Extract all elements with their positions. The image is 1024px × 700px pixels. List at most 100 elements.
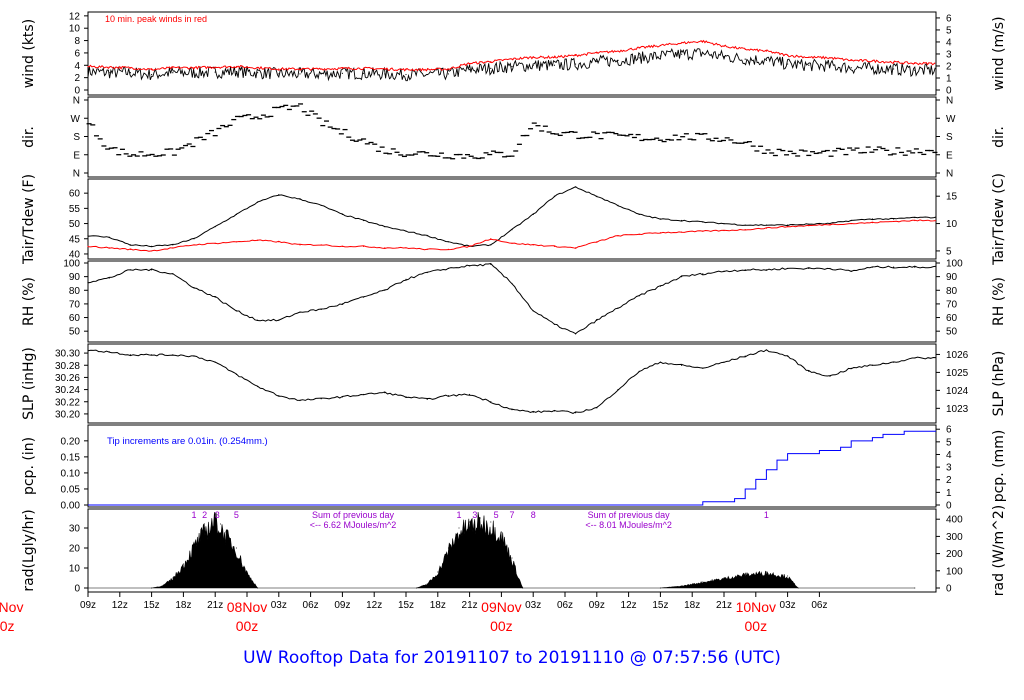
point-wind-1 [808,56,810,58]
point-rh-0 [659,285,662,287]
radiation-area [88,511,915,589]
point-wind-1 [235,65,237,68]
panel-wind-tick-label-left: 4 [74,61,80,72]
point-wind-0 [553,64,556,66]
x-tick-label: 21z [716,600,732,611]
point-temp-1 [871,222,874,224]
point-temp-1 [257,239,259,241]
point-temp-0 [426,235,428,237]
panel-rh-ylabel-right: RH (%) [991,277,1007,326]
point-wind-0 [723,56,725,58]
point-rh-0 [681,276,683,278]
point-temp-1 [108,247,110,249]
radiation-point [511,557,513,559]
point-rh-0 [893,266,895,268]
point-wind-0 [765,59,768,61]
point-wind-0 [511,65,513,68]
point-slp-0 [617,388,619,391]
point-rh-0 [638,295,640,297]
panel-rh-tick-label-right: 70 [946,299,958,310]
dir-tick-label-right: N [946,96,953,107]
point-temp-1 [129,248,131,250]
point-slp-0 [596,407,598,409]
panel-wind-tick-label-right: 6 [946,13,952,24]
point-temp-1 [363,245,365,247]
point-temp-1 [638,233,640,235]
point-wind-0 [129,72,131,74]
point-rh-0 [511,282,513,285]
point-rh-0 [129,269,131,271]
x-day-label: 07Nov [0,599,23,615]
point-wind-1 [193,67,195,69]
point-wind-1 [320,68,322,70]
panel-rad-tick-label-right: 400 [946,515,963,526]
point-wind-1 [638,47,640,49]
point-wind-1 [787,54,789,56]
x-day-label: 09Nov [481,599,521,615]
point-wind-1 [363,67,365,69]
radiation-point [193,543,195,545]
radiation-annotation: <-- 6.62 MJoules/m^2 [310,520,397,530]
x-day-hour-label: 00z [236,618,259,634]
point-rh-0 [532,310,534,312]
panel-pcp-tick-label-right: 0 [946,501,952,512]
x-tick-label: 12z [621,600,637,611]
radiation-annotation: 7 [509,510,514,520]
point-temp-0 [638,213,640,216]
panel-wind-tick-label-right: 1 [946,73,952,84]
x-tick-label: 03z [271,600,287,611]
point-wind-0 [87,70,89,73]
panel-pcp-tick-label-right: 3 [946,463,952,474]
point-slp-0 [87,349,89,351]
x-day-hour-label: 00z [490,618,513,634]
point-wind-1 [723,45,725,47]
x-tick-label: 21z [462,600,478,611]
point-temp-1 [659,232,662,234]
panel-wind-tick-label-left: 6 [74,48,80,59]
panel-rh: RH (%) RH (%) 50 60 70 80 90 100 50 60 70 80 90 100 [21,259,1007,343]
point-rh-0 [702,273,704,275]
point-rh-0 [193,286,195,289]
panel-rh-frame [87,260,937,343]
panel-temp-ylabel-right: Tair/Tdew (C) [991,173,1007,266]
point-wind-0 [193,72,195,74]
point-temp-0 [532,213,534,216]
panel-temp-tick-label-right: 10 [946,219,958,230]
panel-wind-annotation: 10 min. peak winds in red [105,14,207,24]
point-temp-0 [363,219,365,222]
panel-rad-tick-label-left: 30 [69,524,81,535]
point-wind-1 [129,67,131,69]
panel-rh-tick-label-left: 80 [69,286,81,297]
panel-slp-tick-label-left: 30.30 [55,349,80,360]
point-slp-0 [129,354,131,356]
panel-wind-ylabel-left: wind (kts) [21,19,37,88]
panel-pcp-tick-label-right: 1 [946,488,952,499]
point-wind-0 [341,72,343,74]
point-slp-0 [893,361,895,363]
point-wind-1 [617,50,619,52]
point-slp-0 [850,367,852,369]
point-wind-1 [893,61,895,63]
dir-tick-label-right: N [946,169,953,180]
point-slp-0 [151,354,153,356]
panel-rad-frame [87,508,937,593]
point-wind-1 [532,56,534,58]
x-tick-label: 06z [811,600,827,611]
radiation-point [765,571,767,573]
point-rh-0 [299,311,301,313]
point-slp-0 [193,355,195,357]
point-wind-1 [871,60,874,62]
point-rh-0 [617,307,619,309]
point-temp-1 [341,245,343,247]
point-rh-0 [151,269,153,271]
panel-rh-tick-label-left: 100 [63,259,80,270]
point-rh-0 [108,277,110,279]
dir-tick-label-right: S [946,132,953,143]
point-temp-1 [787,226,789,228]
panel-wind-tick-label-right: 0 [946,86,952,97]
point-temp-0 [659,218,662,220]
radiation-point [702,581,704,583]
point-slp-0 [172,354,174,356]
